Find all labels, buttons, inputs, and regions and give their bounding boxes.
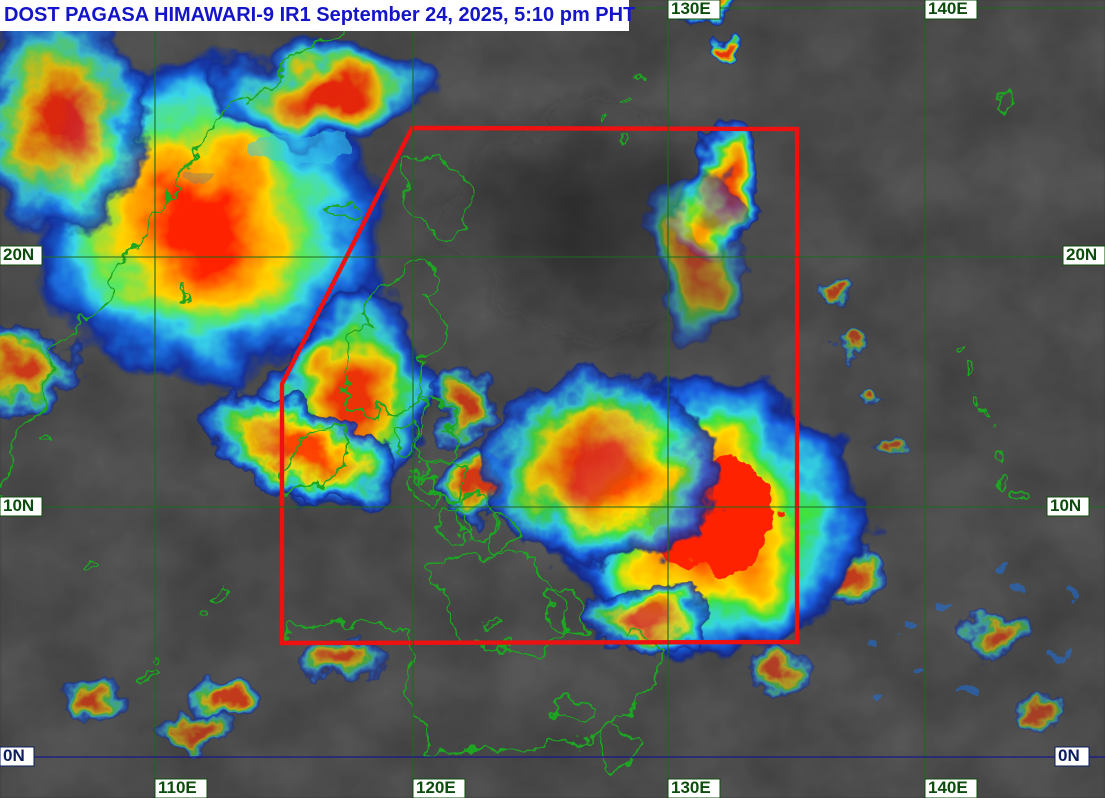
svg-text:DOST PAGASA HIMAWARI-9 IR1 Sep: DOST PAGASA HIMAWARI-9 IR1 September 24,…	[4, 4, 635, 26]
svg-text:10N: 10N	[3, 496, 34, 515]
svg-text:130E: 130E	[671, 778, 711, 797]
svg-text:0N: 0N	[3, 746, 25, 765]
svg-text:20N: 20N	[1066, 245, 1097, 264]
svg-text:20N: 20N	[3, 245, 34, 264]
svg-text:120E: 120E	[416, 778, 456, 797]
svg-text:140E: 140E	[928, 0, 968, 18]
svg-text:140E: 140E	[928, 778, 968, 797]
svg-text:0N: 0N	[1058, 746, 1080, 765]
svg-text:130E: 130E	[671, 0, 711, 18]
svg-text:10N: 10N	[1050, 496, 1081, 515]
svg-text:110E: 110E	[158, 778, 197, 797]
